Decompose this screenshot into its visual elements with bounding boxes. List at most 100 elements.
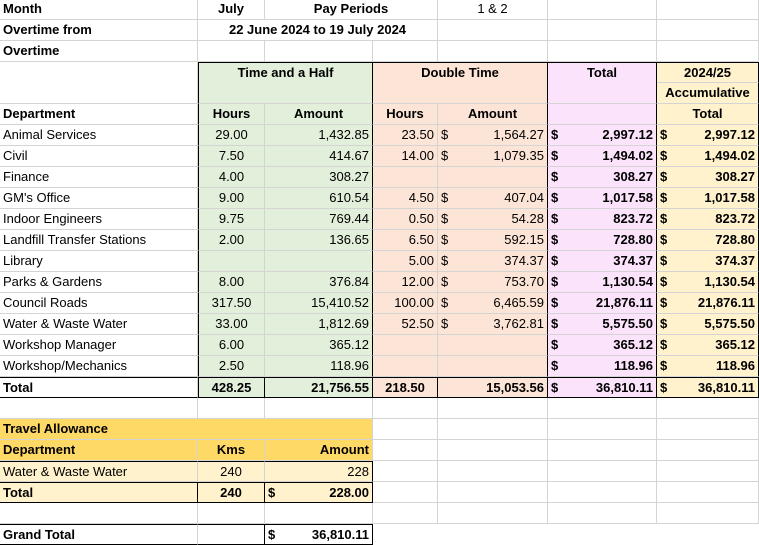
travel-dept[interactable]: Water & Waste Water: [0, 461, 198, 482]
department-name[interactable]: Civil: [0, 146, 198, 167]
empty-cell[interactable]: [657, 419, 759, 440]
dt-amount-header[interactable]: Amount: [438, 104, 548, 125]
empty-cell[interactable]: [198, 524, 265, 545]
th-amount[interactable]: 376.84: [265, 272, 373, 293]
empty-cell[interactable]: [438, 398, 548, 419]
travel-total-label[interactable]: Total: [0, 482, 198, 503]
empty-cell[interactable]: [657, 0, 759, 20]
dt-hours[interactable]: 6.50: [373, 230, 438, 251]
department-name[interactable]: Library: [0, 251, 198, 272]
th-amount[interactable]: 769.44: [265, 209, 373, 230]
accum-total[interactable]: $1,130.54: [657, 272, 759, 293]
empty-cell[interactable]: [657, 482, 759, 503]
dept-total[interactable]: $728.80: [548, 230, 657, 251]
th-amount[interactable]: 15,410.52: [265, 293, 373, 314]
empty-cell[interactable]: [373, 419, 438, 440]
dt-hours[interactable]: 14.00: [373, 146, 438, 167]
accum-total[interactable]: $2,997.12: [657, 125, 759, 146]
empty-cell[interactable]: [373, 398, 438, 419]
empty-cell[interactable]: [657, 41, 759, 62]
empty-cell[interactable]: [265, 503, 373, 524]
dept-total[interactable]: $1,130.54: [548, 272, 657, 293]
accum-total[interactable]: $374.37: [657, 251, 759, 272]
dept-total[interactable]: $823.72: [548, 209, 657, 230]
th-amount[interactable]: 414.67: [265, 146, 373, 167]
empty-cell[interactable]: [438, 20, 548, 41]
total-dt-hours[interactable]: 218.50: [373, 377, 438, 398]
month-label[interactable]: Month: [0, 0, 198, 20]
empty-cell[interactable]: [438, 440, 548, 461]
th-hours[interactable]: 8.00: [198, 272, 265, 293]
dt-hours[interactable]: 5.00: [373, 251, 438, 272]
travel-kms-header[interactable]: Kms: [198, 440, 265, 461]
accum-header-3[interactable]: Total: [657, 104, 759, 125]
accum-total[interactable]: $5,575.50: [657, 314, 759, 335]
accum-total[interactable]: $308.27: [657, 167, 759, 188]
empty-cell[interactable]: [198, 41, 265, 62]
travel-amount[interactable]: 228: [265, 461, 373, 482]
dt-hours[interactable]: 52.50: [373, 314, 438, 335]
th-hours[interactable]: 33.00: [198, 314, 265, 335]
empty-cell[interactable]: [657, 440, 759, 461]
empty-cell[interactable]: [548, 440, 657, 461]
dept-total[interactable]: $374.37: [548, 251, 657, 272]
dt-hours[interactable]: 4.50: [373, 188, 438, 209]
total-th-amount[interactable]: 21,756.55: [265, 377, 373, 398]
empty-cell[interactable]: [548, 104, 657, 125]
th-amount[interactable]: 1,432.85: [265, 125, 373, 146]
travel-total-kms[interactable]: 240: [198, 482, 265, 503]
department-name[interactable]: Landfill Transfer Stations: [0, 230, 198, 251]
empty-cell[interactable]: [657, 503, 759, 524]
th-amount-header[interactable]: Amount: [265, 104, 373, 125]
empty-cell[interactable]: [657, 461, 759, 482]
th-amount[interactable]: 1,812.69: [265, 314, 373, 335]
dt-hours[interactable]: 12.00: [373, 272, 438, 293]
dt-amount[interactable]: $3,762.81: [438, 314, 548, 335]
empty-cell[interactable]: [265, 41, 373, 62]
th-hours[interactable]: 6.00: [198, 335, 265, 356]
empty-cell[interactable]: [438, 503, 548, 524]
department-name[interactable]: Indoor Engineers: [0, 209, 198, 230]
accum-header-1[interactable]: 2024/25: [657, 62, 759, 83]
month-value[interactable]: July: [198, 0, 265, 20]
overtime-label[interactable]: Overtime: [0, 41, 198, 62]
time-and-half-header[interactable]: Time and a Half: [198, 62, 373, 104]
th-amount[interactable]: 308.27: [265, 167, 373, 188]
dept-total[interactable]: $308.27: [548, 167, 657, 188]
th-hours[interactable]: 317.50: [198, 293, 265, 314]
dt-amount[interactable]: $6,465.59: [438, 293, 548, 314]
department-name[interactable]: GM's Office: [0, 188, 198, 209]
accum-total[interactable]: $118.96: [657, 356, 759, 377]
empty-cell[interactable]: [657, 20, 759, 41]
dept-total[interactable]: $5,575.50: [548, 314, 657, 335]
department-name[interactable]: Council Roads: [0, 293, 198, 314]
dt-amount[interactable]: $54.28: [438, 209, 548, 230]
empty-cell[interactable]: [438, 482, 548, 503]
dt-hours[interactable]: 0.50: [373, 209, 438, 230]
dept-total[interactable]: $1,017.58: [548, 188, 657, 209]
th-amount[interactable]: 136.65: [265, 230, 373, 251]
accum-total[interactable]: $1,494.02: [657, 146, 759, 167]
empty-cell[interactable]: [373, 41, 438, 62]
pay-periods-value[interactable]: 1 & 2: [438, 0, 548, 20]
accum-total[interactable]: $823.72: [657, 209, 759, 230]
department-name[interactable]: Parks & Gardens: [0, 272, 198, 293]
travel-amount-header[interactable]: Amount: [265, 440, 373, 461]
th-hours[interactable]: [198, 251, 265, 272]
department-header[interactable]: Department: [0, 104, 198, 125]
dt-hours[interactable]: [373, 356, 438, 377]
th-amount[interactable]: 365.12: [265, 335, 373, 356]
department-name[interactable]: Finance: [0, 167, 198, 188]
accum-total[interactable]: $728.80: [657, 230, 759, 251]
empty-cell[interactable]: [0, 503, 198, 524]
overtime-from-value[interactable]: 22 June 2024 to 19 July 2024: [198, 20, 438, 41]
dt-amount[interactable]: $374.37: [438, 251, 548, 272]
empty-cell[interactable]: [438, 419, 548, 440]
dept-total[interactable]: $2,997.12: [548, 125, 657, 146]
department-name[interactable]: Water & Waste Water: [0, 314, 198, 335]
grand-total-label[interactable]: Grand Total: [0, 524, 198, 545]
travel-title[interactable]: Travel Allowance: [0, 419, 373, 440]
dt-amount[interactable]: $1,079.35: [438, 146, 548, 167]
empty-cell[interactable]: [548, 0, 657, 20]
double-time-header[interactable]: Double Time: [373, 62, 548, 104]
